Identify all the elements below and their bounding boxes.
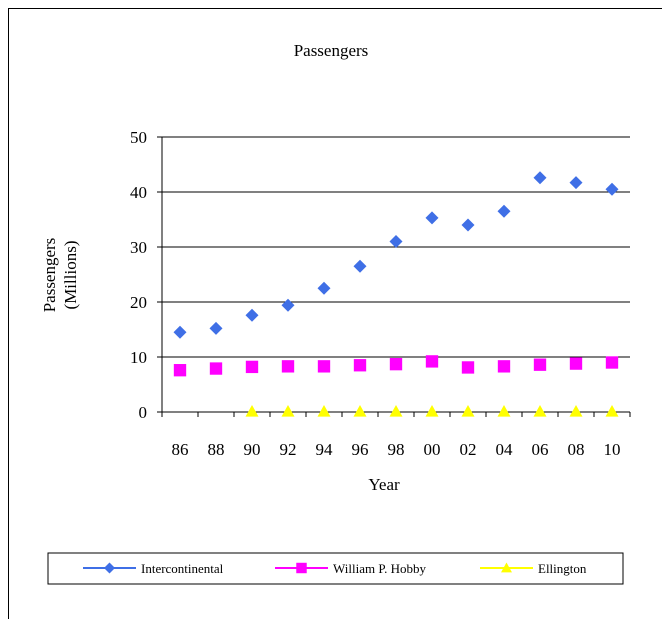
x-tick-label-86: 86 xyxy=(172,440,189,459)
point-1-96 xyxy=(353,359,367,372)
point-0-98 xyxy=(389,235,403,248)
data-series xyxy=(173,171,619,417)
point-2-98 xyxy=(389,404,403,417)
x-tick-label-96: 96 xyxy=(352,440,369,459)
point-0-94 xyxy=(317,281,331,295)
point-0-86 xyxy=(173,325,187,339)
point-1-90 xyxy=(245,360,259,374)
x-tick-labels: 86 88 90 92 94 96 98 00 02 04 06 08 10 xyxy=(172,440,621,459)
x-tick-label-02: 02 xyxy=(460,440,477,459)
y-axis-title: Passengers (Millions) xyxy=(40,238,80,313)
axes xyxy=(157,136,631,417)
point-0-04 xyxy=(497,204,511,218)
legend-label-0: Intercontinental xyxy=(141,561,224,576)
x-tick-label-90: 90 xyxy=(244,440,261,459)
point-2-90 xyxy=(245,404,259,417)
point-1-88 xyxy=(209,362,223,375)
point-1-08 xyxy=(569,357,583,370)
y-tick-label-40: 40 xyxy=(130,183,147,202)
x-tick-label-92: 92 xyxy=(280,440,297,459)
legend: Intercontinental William P. Hobby Ellingto… xyxy=(47,552,624,585)
legend-marker-1 xyxy=(296,562,307,574)
x-tick-label-08: 08 xyxy=(568,440,585,459)
point-0-02 xyxy=(461,218,475,232)
point-2-94 xyxy=(317,404,331,417)
y-tick-label-50: 50 xyxy=(130,128,147,147)
point-0-92 xyxy=(281,298,295,312)
series-2 xyxy=(245,404,619,417)
chart-title: Passengers xyxy=(294,41,369,60)
y-tick-label-10: 10 xyxy=(130,348,147,367)
x-tick-label-10: 10 xyxy=(604,440,621,459)
y-tick-label-20: 20 xyxy=(130,293,147,312)
point-2-08 xyxy=(569,404,583,417)
x-tick-label-04: 04 xyxy=(496,440,514,459)
y-axis-title-line-2: (Millions) xyxy=(61,241,80,310)
point-0-08 xyxy=(569,176,583,190)
y-tick-labels: 0 10 20 30 40 50 xyxy=(130,128,147,422)
x-tick-label-98: 98 xyxy=(388,440,405,459)
point-1-02 xyxy=(461,361,475,374)
point-2-06 xyxy=(533,404,547,417)
point-2-00 xyxy=(425,404,439,417)
point-0-00 xyxy=(425,211,439,225)
x-tick-label-88: 88 xyxy=(208,440,225,459)
point-0-10 xyxy=(605,182,619,196)
point-1-94 xyxy=(317,360,331,373)
x-axis-title: Year xyxy=(368,475,400,494)
legend-label-1: William P. Hobby xyxy=(333,561,427,576)
point-0-96 xyxy=(353,259,367,273)
series-1 xyxy=(173,355,619,377)
point-0-88 xyxy=(209,321,223,335)
point-1-04 xyxy=(497,360,511,373)
x-tick-label-06: 06 xyxy=(532,440,549,459)
legend-label-2: Ellington xyxy=(538,561,587,576)
point-1-06 xyxy=(533,358,547,371)
point-2-04 xyxy=(497,404,511,417)
y-tick-label-30: 30 xyxy=(130,238,147,257)
point-2-02 xyxy=(461,404,475,417)
point-2-10 xyxy=(605,404,619,417)
y-axis-title-line-1: Passengers xyxy=(40,238,59,313)
x-tick-label-94: 94 xyxy=(316,440,334,459)
legend-marker-2 xyxy=(501,562,512,573)
chart-frame xyxy=(8,8,662,619)
legend-entry-1: William P. Hobby xyxy=(275,561,427,576)
point-2-92 xyxy=(281,404,295,417)
point-1-98 xyxy=(389,357,403,371)
point-1-10 xyxy=(605,356,619,369)
point-1-00 xyxy=(425,355,439,368)
series-0 xyxy=(173,171,619,339)
x-tick-label-00: 00 xyxy=(424,440,441,459)
point-2-96 xyxy=(353,404,367,417)
y-tick-label-0: 0 xyxy=(139,403,148,422)
legend-entry-2: Ellington xyxy=(480,561,587,576)
point-1-92 xyxy=(281,360,295,373)
point-0-06 xyxy=(533,171,547,185)
point-0-90 xyxy=(245,308,259,322)
legend-marker-0 xyxy=(104,562,115,574)
legend-entry-0: Intercontinental xyxy=(83,561,224,576)
point-1-86 xyxy=(173,364,187,377)
